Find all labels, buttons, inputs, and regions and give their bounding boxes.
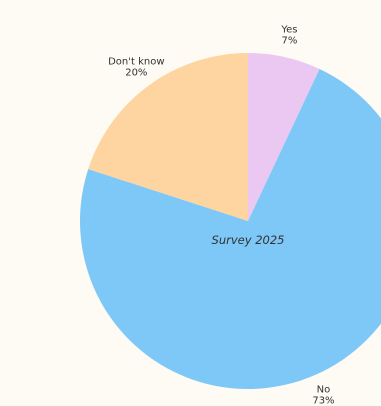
pie-label-yes: Yes 7% (280, 25, 297, 47)
pie-label-category: Yes (280, 25, 297, 36)
pie-slice-don-t-know (88, 53, 248, 221)
pie-slice-no (80, 68, 381, 389)
pie-labels: Yes 7% No 73% Don't know 20% (108, 25, 334, 406)
pie-label-percent: 73% (312, 395, 334, 406)
pie-label-percent: 7% (282, 36, 298, 47)
pie-slices (80, 53, 381, 389)
pie-label-category: No (317, 384, 331, 395)
pie-label-category: Don't know (108, 56, 164, 67)
pie-slice-yes (248, 53, 320, 221)
pie-label-no: No 73% (312, 384, 334, 406)
pie-center-label: Survey 2025 (212, 233, 285, 247)
pie-label-percent: 20% (125, 67, 147, 78)
pie-label-don-t-know: Don't know 20% (108, 56, 164, 78)
